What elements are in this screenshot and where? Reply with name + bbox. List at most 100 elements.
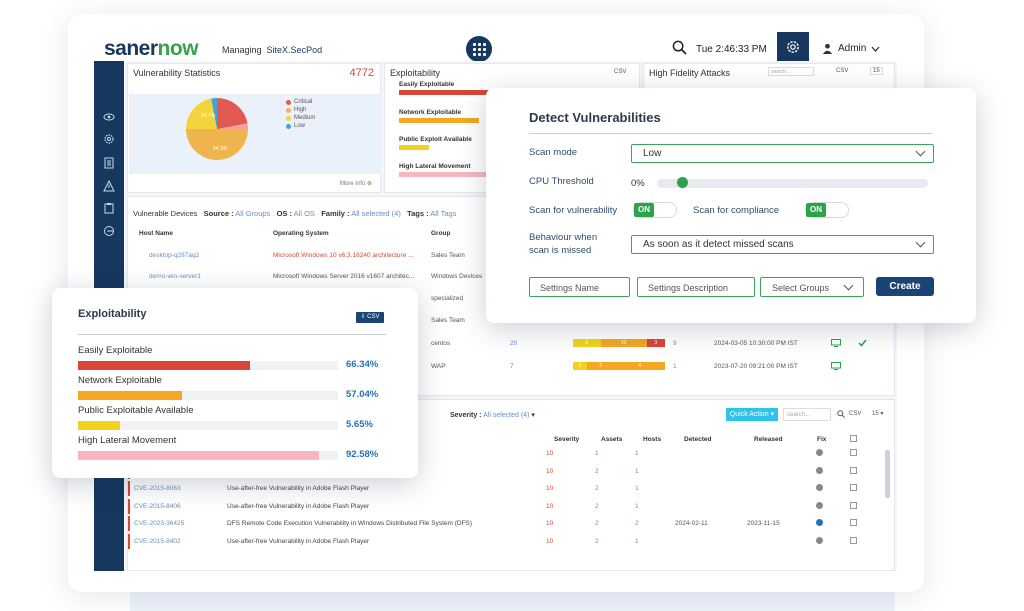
exploitability-bar bbox=[78, 361, 251, 370]
hfa-csv-button[interactable]: CSV bbox=[836, 68, 849, 74]
col-hosts[interactable]: Hosts bbox=[643, 436, 662, 443]
more-info-link[interactable]: More Info ⊕ bbox=[339, 181, 372, 187]
fix-info-icon[interactable] bbox=[816, 466, 823, 474]
vuln-cell-id[interactable]: CVE-2015-8402 bbox=[134, 537, 181, 545]
group-cell: Sales Team bbox=[431, 252, 465, 259]
behaviour-value: As soon as it detect missed scans bbox=[643, 239, 794, 250]
host-name-cell[interactable]: desktop-q287aq2 bbox=[149, 252, 200, 259]
csv-download-button[interactable]: ⇩ CSV bbox=[356, 312, 384, 323]
settings-gear-icon[interactable] bbox=[777, 32, 809, 62]
severity-marker bbox=[128, 481, 130, 496]
quick-action-button[interactable]: Quick Action ▾ bbox=[726, 408, 778, 421]
severity-marker bbox=[128, 516, 130, 531]
bar-seg-low: 1 bbox=[573, 362, 587, 370]
group-cell: centos bbox=[431, 340, 451, 347]
legend-item: Low bbox=[286, 122, 315, 130]
settings-description-input[interactable]: Settings Description bbox=[637, 277, 755, 297]
vulns-search-input[interactable]: search... bbox=[783, 408, 831, 421]
fix-info-icon[interactable] bbox=[816, 536, 823, 544]
vuln-cell-assets: 1 bbox=[595, 450, 599, 457]
exploitability-bar-track bbox=[78, 421, 338, 430]
host-name-cell[interactable]: demo-win-server1 bbox=[149, 273, 202, 280]
fix-info-icon[interactable] bbox=[816, 484, 823, 491]
family-filter-value[interactable]: All selected (4) bbox=[351, 209, 401, 218]
fix-info-icon[interactable] bbox=[816, 449, 823, 456]
source-filter-value[interactable]: All Groups bbox=[235, 209, 271, 218]
exploit-bg-item: Public Exploit Available bbox=[399, 136, 472, 143]
row-checkbox[interactable] bbox=[850, 519, 857, 526]
cpu-threshold-slider-track[interactable] bbox=[657, 179, 928, 188]
scan-vulnerability-toggle[interactable]: ON bbox=[633, 202, 677, 218]
vuln-cell-hosts: 1 bbox=[635, 537, 639, 545]
fix-info-icon[interactable] bbox=[816, 501, 823, 509]
col-operating-system[interactable]: Operating System bbox=[273, 230, 329, 237]
row-checkbox[interactable] bbox=[850, 466, 857, 474]
toggle-on-label: ON bbox=[806, 203, 826, 217]
app-grid-icon[interactable] bbox=[466, 36, 492, 62]
os-filter-value[interactable]: All OS bbox=[293, 209, 315, 218]
col-fix[interactable]: Fix bbox=[817, 436, 827, 443]
vuln-stats-chart-area bbox=[129, 94, 381, 174]
behaviour-select[interactable]: As soon as it detect missed scans bbox=[631, 235, 934, 254]
scan-compliance-toggle[interactable]: ON bbox=[805, 202, 849, 218]
cpu-threshold-slider-handle[interactable] bbox=[677, 177, 688, 188]
vulns-csv-button[interactable]: CSV bbox=[849, 411, 862, 417]
logo[interactable]: sanernow bbox=[104, 37, 199, 61]
count-cell[interactable]: 7 bbox=[510, 363, 514, 370]
vuln-cell-hosts: 1 bbox=[635, 502, 639, 510]
row-checkbox[interactable] bbox=[850, 536, 857, 544]
col-severity[interactable]: Severity bbox=[554, 436, 580, 443]
chevron-down-icon bbox=[843, 280, 854, 291]
select-groups-dropdown[interactable]: Select Groups bbox=[760, 277, 864, 297]
vuln-cell-sev: 10 bbox=[546, 537, 554, 545]
hfa-search-input[interactable]: search... bbox=[768, 67, 814, 76]
select-all-checkbox[interactable] bbox=[850, 435, 857, 442]
logout-icon[interactable] bbox=[103, 225, 115, 237]
col-group[interactable]: Group bbox=[431, 230, 451, 237]
user-menu[interactable]: Admin bbox=[822, 43, 880, 54]
select-groups-label: Select Groups bbox=[772, 283, 830, 293]
search-icon[interactable] bbox=[837, 410, 845, 418]
warning-icon[interactable] bbox=[103, 180, 115, 192]
eye-icon[interactable] bbox=[103, 111, 115, 123]
col-detected[interactable]: Detected bbox=[684, 436, 712, 443]
severity-filter[interactable]: Severity : All selected (4) ▾ bbox=[450, 412, 535, 419]
create-button[interactable]: Create bbox=[876, 277, 934, 296]
search-icon[interactable] bbox=[672, 40, 687, 55]
report-icon[interactable] bbox=[103, 157, 115, 169]
col-released[interactable]: Released bbox=[754, 436, 783, 443]
managing-site[interactable]: Managing SiteX.SecPod bbox=[222, 45, 322, 55]
vuln-cell-hosts: 1 bbox=[635, 450, 639, 457]
gear-icon[interactable] bbox=[103, 133, 115, 145]
vuln-cell-id[interactable]: CVE-2015-8406 bbox=[134, 502, 181, 510]
vuln-cell-id[interactable]: CVE-2015-8063 bbox=[134, 485, 181, 492]
vuln-cell-id[interactable]: CVE-2023-36425 bbox=[134, 520, 185, 527]
fix-info-icon[interactable] bbox=[816, 519, 823, 526]
top-header: sanernow Managing SiteX.SecPod Tue 2:46:… bbox=[94, 32, 894, 64]
detect-title: Detect Vulnerabilities bbox=[529, 110, 661, 125]
row-checkbox[interactable] bbox=[850, 484, 857, 491]
row-checkbox[interactable] bbox=[850, 501, 857, 509]
severity-pie-chart[interactable] bbox=[186, 98, 248, 160]
settings-name-input[interactable]: Settings Name bbox=[529, 277, 630, 297]
col-assets[interactable]: Assets bbox=[601, 436, 623, 443]
vulns-scrollbar[interactable] bbox=[885, 450, 890, 498]
clipboard-icon[interactable] bbox=[103, 202, 115, 214]
severity-marker bbox=[128, 498, 130, 514]
vulns-page-size[interactable]: 15 ▾ bbox=[872, 411, 884, 417]
clock-text: Tue 2:46:33 PM bbox=[696, 44, 767, 55]
col-host-name[interactable]: Host Name bbox=[139, 230, 173, 237]
hfa-page-size[interactable]: 15 bbox=[870, 67, 883, 75]
exploit-bg-csv[interactable]: CSV bbox=[614, 69, 627, 75]
legend-item: High bbox=[286, 106, 315, 114]
count-cell[interactable]: 20 bbox=[510, 340, 518, 347]
hfa-title: High Fidelity Attacks bbox=[649, 68, 731, 78]
exploit-bg-item: High Lateral Movement bbox=[399, 163, 471, 170]
scan-mode-select[interactable]: Low bbox=[631, 144, 934, 163]
row-checkbox[interactable] bbox=[850, 449, 857, 456]
family-filter-label: Family : bbox=[321, 209, 350, 218]
group-cell: specialized bbox=[431, 295, 464, 302]
monitor-icon[interactable] bbox=[831, 339, 841, 347]
monitor-icon[interactable] bbox=[831, 362, 841, 370]
tags-filter-value[interactable]: All Tags bbox=[430, 209, 457, 218]
